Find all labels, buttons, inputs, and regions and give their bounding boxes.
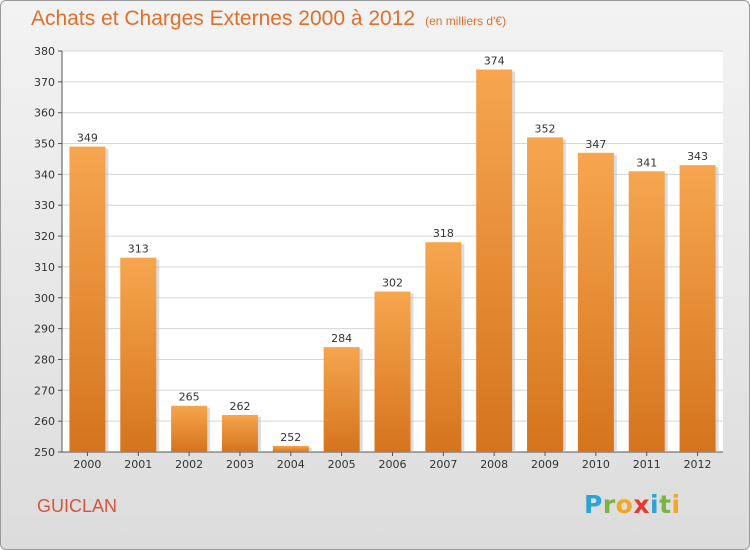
x-tick-label: 2009 <box>531 458 559 471</box>
y-tick-label: 250 <box>34 446 55 459</box>
data-label: 302 <box>382 277 403 290</box>
data-label: 341 <box>636 156 657 169</box>
logo-letter: o <box>615 490 634 519</box>
y-tick-label: 330 <box>34 199 55 212</box>
data-label: 265 <box>179 391 200 404</box>
x-tick-label: 2001 <box>124 458 152 471</box>
chart-title-text: Achats et Charges Externes 2000 à 2012 <box>31 7 416 30</box>
y-tick-label: 340 <box>34 168 55 181</box>
y-tick-label: 300 <box>34 292 55 305</box>
x-tick-label: 2012 <box>684 458 712 471</box>
bar <box>171 405 208 452</box>
bar <box>476 69 513 452</box>
x-tick-label: 2005 <box>328 458 356 471</box>
x-tick-label: 2006 <box>379 458 407 471</box>
y-tick-label: 350 <box>34 138 55 151</box>
logo-letter: P <box>584 490 603 519</box>
bar <box>120 257 157 452</box>
x-tick-label: 2000 <box>73 458 101 471</box>
y-tick-label: 290 <box>34 323 55 336</box>
bar <box>272 445 309 452</box>
data-label: 349 <box>77 132 98 145</box>
bar <box>221 414 258 452</box>
logo-letter: r <box>602 490 616 519</box>
proxiti-logo: Proxiti <box>584 490 681 519</box>
logo-letter: x <box>633 490 650 519</box>
x-tick-label: 2010 <box>582 458 610 471</box>
x-tick-label: 2011 <box>633 458 661 471</box>
x-tick-label: 2004 <box>277 458 305 471</box>
data-label: 343 <box>687 150 708 163</box>
bar <box>527 137 564 452</box>
data-label: 313 <box>128 243 149 256</box>
x-tick-label: 2003 <box>226 458 254 471</box>
commune-name: GUICLAN <box>37 496 118 516</box>
chart-unit-label: (en milliers d'€) <box>425 14 507 28</box>
logo-letter: i <box>671 490 681 519</box>
bar <box>577 152 614 453</box>
bar <box>679 165 716 452</box>
data-label: 347 <box>585 138 606 151</box>
y-tick-label: 260 <box>34 415 55 428</box>
data-label: 284 <box>331 332 352 345</box>
x-tick-label: 2008 <box>480 458 508 471</box>
bar <box>425 242 462 452</box>
data-label: 374 <box>484 55 505 68</box>
chart-title: Achats et Charges Externes 2000 à 2012 (e… <box>31 7 506 31</box>
logo-letter: i <box>650 490 660 519</box>
data-label: 252 <box>280 431 301 444</box>
y-tick-label: 310 <box>34 261 55 274</box>
bar <box>628 171 665 453</box>
data-label: 318 <box>433 227 454 240</box>
data-label: 262 <box>229 400 250 413</box>
logo-letter: t <box>659 490 672 519</box>
y-tick-label: 270 <box>34 384 55 397</box>
bar <box>323 347 360 452</box>
y-tick-label: 280 <box>34 353 55 366</box>
y-tick-label: 320 <box>34 230 55 243</box>
x-tick-label: 2007 <box>429 458 457 471</box>
y-tick-label: 370 <box>34 76 55 89</box>
bar <box>69 146 106 452</box>
data-label: 352 <box>535 122 556 135</box>
y-tick-label: 380 <box>34 45 55 58</box>
bar <box>374 291 411 452</box>
x-tick-label: 2002 <box>175 458 203 471</box>
y-tick-label: 360 <box>34 107 55 120</box>
